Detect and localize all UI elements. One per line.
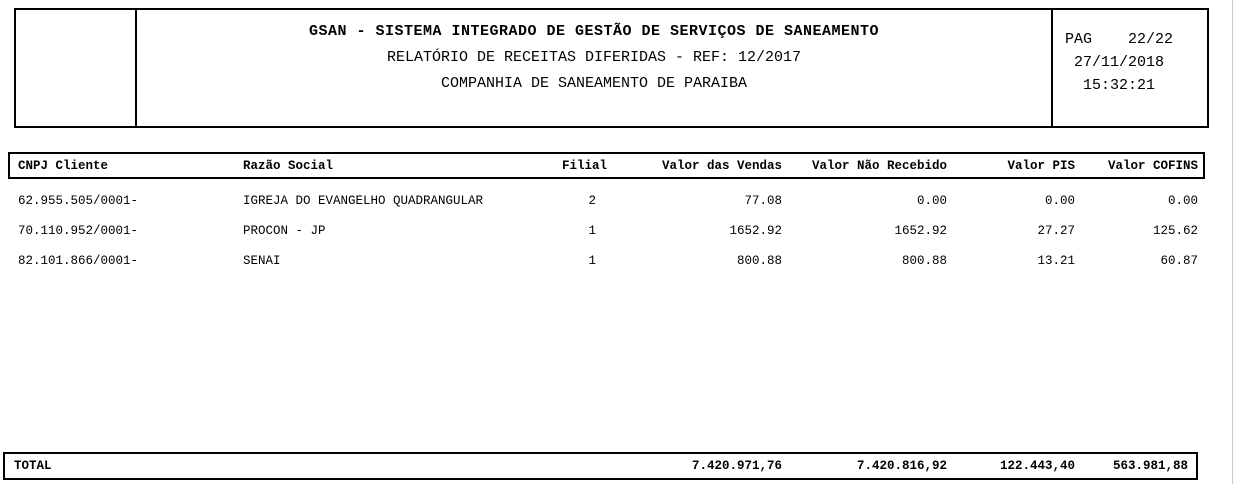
report-date: 27/11/2018: [1073, 54, 1164, 71]
total-valor-cofins: 563.981,88: [1112, 459, 1188, 473]
cell-valor-vendas: 1652.92: [729, 224, 782, 238]
cell-valor-cofins: 0.00: [1167, 194, 1198, 208]
cell-valor-nao-recebido: 800.88: [901, 254, 947, 268]
page-info-box: PAG 22/22 27/11/2018 15:32:21: [1051, 10, 1207, 126]
cell-valor-pis: 13.21: [1037, 254, 1075, 268]
cell-valor-cofins: 60.87: [1160, 254, 1198, 268]
cell-valor-vendas: 77.08: [744, 194, 782, 208]
report-title: RELATÓRIO DE RECEITAS DIFERIDAS - REF: 1…: [386, 49, 802, 66]
total-label: TOTAL: [14, 459, 52, 473]
cell-razao-social: PROCON - JP: [243, 224, 326, 238]
col-header-filial: Filial: [561, 158, 607, 173]
cell-valor-pis: 0.00: [1044, 194, 1075, 208]
col-header-cnpj: CNPJ Cliente: [18, 158, 109, 173]
col-header-razao-social: Razão Social: [243, 158, 334, 173]
report-header-band: GSAN - SISTEMA INTEGRADO DE GESTÃO DE SE…: [14, 8, 1209, 128]
cell-cnpj: 62.955.505/0001-: [18, 194, 139, 208]
cell-valor-cofins: 125.62: [1152, 224, 1198, 238]
cell-cnpj: 82.101.866/0001-: [18, 254, 139, 268]
col-header-valor-cofins: Valor COFINS: [1107, 158, 1198, 173]
report-title-block: GSAN - SISTEMA INTEGRADO DE GESTÃO DE SE…: [137, 10, 1051, 126]
page-number: 22/22: [1127, 31, 1173, 48]
table-header-row: CNPJ Cliente Razão Social Filial Valor d…: [8, 152, 1205, 179]
total-valor-pis: 122.443,40: [999, 459, 1075, 473]
company-name: COMPANHIA DE SANEAMENTO DE PARAIBA: [440, 75, 748, 92]
table-row: 70.110.952/0001- PROCON - JP 1 1652.92 1…: [10, 216, 1203, 246]
page-right-edge: [1232, 0, 1233, 484]
logo-placeholder-box: [16, 10, 137, 126]
total-row: TOTAL 7.420.971,76 7.420.816,92 122.443,…: [3, 452, 1198, 480]
cell-razao-social: IGREJA DO EVANGELHO QUADRANGULAR: [243, 194, 484, 208]
table-body: 62.955.505/0001- IGREJA DO EVANGELHO QUA…: [10, 186, 1203, 276]
total-valor-nao-recebido: 7.420.816,92: [856, 459, 947, 473]
cell-valor-nao-recebido: 0.00: [916, 194, 947, 208]
col-header-valor-vendas: Valor das Vendas: [661, 158, 782, 173]
table-row: 62.955.505/0001- IGREJA DO EVANGELHO QUA…: [10, 186, 1203, 216]
col-header-valor-nao-recebido: Valor Não Recebido: [811, 158, 947, 173]
cell-valor-vendas: 800.88: [736, 254, 782, 268]
cell-filial: 1: [588, 224, 596, 238]
system-title: GSAN - SISTEMA INTEGRADO DE GESTÃO DE SE…: [308, 23, 880, 40]
cell-filial: 2: [588, 194, 596, 208]
cell-valor-nao-recebido: 1652.92: [894, 224, 947, 238]
cell-razao-social: SENAI: [243, 254, 281, 268]
report-time: 15:32:21: [1082, 77, 1155, 94]
total-valor-vendas: 7.420.971,76: [691, 459, 782, 473]
page-label: PAG: [1065, 31, 1093, 48]
cell-filial: 1: [588, 254, 596, 268]
cell-cnpj: 70.110.952/0001-: [18, 224, 139, 238]
table-row: 82.101.866/0001- SENAI 1 800.88 800.88 1…: [10, 246, 1203, 276]
col-header-valor-pis: Valor PIS: [1007, 158, 1075, 173]
cell-valor-pis: 27.27: [1037, 224, 1075, 238]
